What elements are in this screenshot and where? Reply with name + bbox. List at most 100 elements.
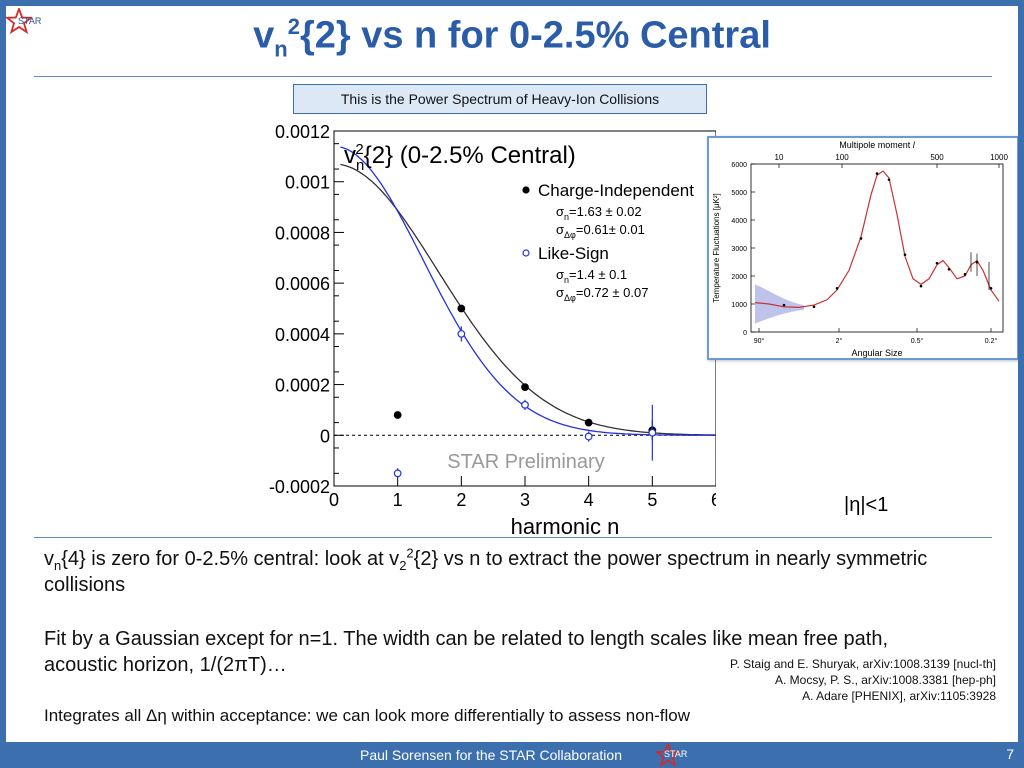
cmb-y-tick-label: 3000 [731, 246, 747, 253]
cmb-y-axis-label: Temperature Fluctuations [μK²] [712, 193, 721, 303]
x-tick-label: 6 [711, 490, 716, 510]
data-point [393, 411, 402, 419]
cmb-y-tick-label: 4000 [731, 218, 747, 225]
title-sup: 2 [287, 14, 300, 39]
data-point [521, 400, 529, 409]
param-value: =1.63 ± 0.02 [569, 204, 642, 219]
reference-item: A. Adare [PHENIX], arXiv:1105:3928 [802, 689, 996, 703]
slide-title: vn2{2} vs n for 0-2.5% Central [6, 14, 1018, 62]
title-sub: n [274, 36, 288, 62]
data-point [584, 432, 593, 441]
legend-series-name: Charge-Independent [538, 181, 694, 200]
data-point [457, 329, 466, 338]
bullet-3: Integrates all Δη within acceptance: we … [44, 706, 691, 725]
x-axis-label: harmonic n [511, 514, 620, 539]
cmb-x-tick-label: 0.2° [985, 337, 998, 345]
param-symbol: σ [556, 222, 564, 237]
x-tick-label: 2 [456, 490, 466, 510]
y-tick-label: 0.0006 [275, 274, 330, 294]
data-point [521, 383, 529, 392]
param-sub: Δφ [564, 293, 576, 303]
footer-text: Paul Sorensen for the STAR Collaboration [360, 747, 622, 763]
param-sub: n [564, 212, 569, 222]
star-icon [6, 8, 32, 34]
chart-title-sup: 2 [355, 141, 363, 158]
param-value: =1.4 ± 0.1 [569, 267, 627, 282]
cmb-data-point [947, 267, 951, 271]
legend-param-sigma-dphi: σΔφ=0.72 ± 0.07 [556, 285, 648, 303]
b1-text-b: {2} vs n to extract the power spectrum i… [44, 548, 928, 596]
data-point [584, 418, 593, 427]
data-point [648, 428, 657, 437]
cmb-x-tick-label: 2° [836, 337, 843, 345]
star-logo-label: STAR [18, 16, 42, 26]
cmb-top-axis-text: Multipole moment [839, 140, 913, 150]
param-value: =0.72 ± 0.07 [576, 285, 649, 300]
cmb-data-point [919, 284, 923, 288]
y-tick-label: 0.0008 [275, 223, 330, 243]
legend-param-sigma-n: σn=1.4 ± 0.1 [556, 267, 627, 285]
cmb-variance-band [755, 284, 804, 324]
cmb-y-tick-label: 1000 [731, 302, 747, 309]
b1-sub-n: n [54, 558, 62, 573]
cmb-data-point [903, 253, 907, 257]
cmb-x-axis-label: Angular Size [851, 348, 902, 358]
cmb-data-point [835, 287, 839, 290]
x-tick-label: 3 [520, 490, 530, 510]
y-tick-label: 0.0002 [275, 376, 330, 396]
reference-item: P. Staig and E. Shuryak, arXiv:1008.3139… [730, 657, 996, 671]
bullet-1: vn{4} is zero for 0-2.5% central: look a… [44, 546, 994, 598]
b1-v: v [44, 548, 54, 570]
cmb-data-point [859, 237, 863, 240]
cmb-power-spectrum-curve [754, 170, 1000, 309]
cmb-data-point [782, 303, 786, 307]
legend-series-name: Like-Sign [538, 244, 609, 263]
chart-title-v: v [344, 142, 356, 169]
data-point [393, 469, 402, 478]
cmb-y-tick-label: 5000 [731, 190, 747, 197]
v2-vs-n-chart: 0.00120.0010.00080.00060.00040.00020-0.0… [269, 122, 716, 539]
param-symbol: σ [556, 204, 564, 219]
param-value: =0.61± 0.01 [576, 222, 645, 237]
legend-marker [522, 186, 530, 194]
content-divider [34, 537, 992, 538]
page-number: 7 [1006, 746, 1014, 762]
cmb-data-point [935, 261, 939, 265]
x-tick-label: 1 [393, 490, 403, 510]
bullet-2: Fit by a Gaussian except for n=1. The wi… [44, 628, 889, 676]
cmb-top-tick-label: 10 [775, 153, 784, 162]
banner-note: This is the Power Spectrum of Heavy-Ion … [293, 84, 707, 114]
cmb-x-tick-label: 0.5° [911, 337, 924, 345]
y-tick-label: 0 [320, 426, 330, 446]
footer: Paul Sorensen for the STAR Collaboration… [0, 742, 1024, 768]
y-tick-label: 0.0004 [275, 325, 330, 345]
cmb-top-tick-label: 100 [835, 153, 849, 162]
param-sub: n [564, 275, 569, 285]
x-tick-label: 0 [329, 490, 339, 510]
cmb-data-point [887, 178, 891, 181]
x-tick-label: 4 [584, 490, 594, 510]
cmb-y-tick-label: 2000 [731, 274, 747, 281]
chart-title-rest: {2} (0-2.5% Central) [364, 142, 576, 169]
cmb-y-tick-label: 0 [743, 330, 747, 337]
x-tick-label: 5 [647, 490, 657, 510]
cmb-top-tick-label: 1000 [990, 153, 1008, 162]
b1-text-a: {4} is zero for 0-2.5% central: look at … [61, 548, 400, 570]
cmb-top-tick-label: 500 [930, 153, 944, 162]
cmb-data-point [875, 172, 879, 175]
references: P. Staig and E. Shuryak, arXiv:1008.3139… [730, 656, 996, 704]
param-sub: Δφ [564, 230, 576, 240]
watermark: STAR Preliminary [447, 451, 604, 473]
cmb-data-point [989, 287, 993, 290]
y-tick-label: 0.001 [285, 173, 330, 193]
cmb-top-axis-l: l [913, 140, 916, 150]
title-v: v [253, 14, 275, 57]
chart-title: vn2{2} (0-2.5% Central) [344, 141, 576, 174]
cmb-top-axis-label: Multipole moment l [839, 140, 916, 150]
title-rest: {2} vs n for 0-2.5% Central [299, 14, 771, 57]
title-divider [34, 76, 992, 77]
b1-sup-2: 2 [406, 545, 414, 561]
y-tick-label: -0.0002 [269, 477, 330, 497]
legend-param-sigma-dphi: σΔφ=0.61± 0.01 [556, 222, 645, 240]
reference-item: A. Mocsy, P. S., arXiv:1008.3381 [hep-ph… [774, 673, 996, 687]
